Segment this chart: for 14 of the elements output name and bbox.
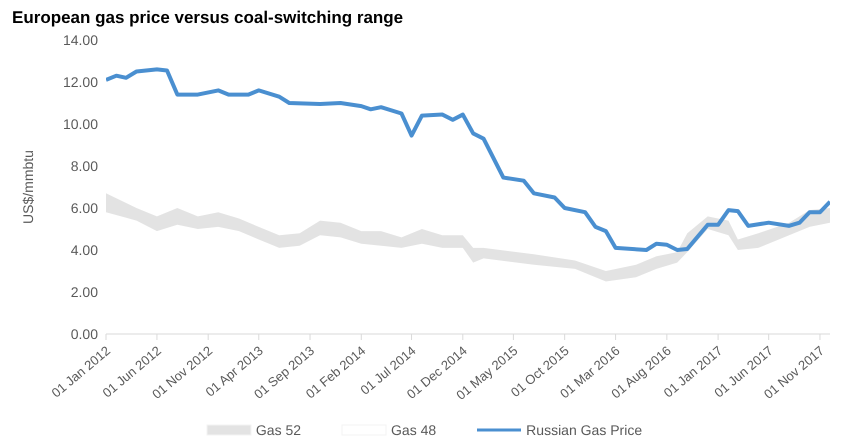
y-tick-label: 8.00 bbox=[70, 158, 98, 174]
y-tick-label: 0.00 bbox=[70, 326, 98, 342]
y-axis-title: US$/mmbtu bbox=[20, 150, 36, 224]
y-tick-label: 2.00 bbox=[70, 284, 98, 300]
y-tick-label: 6.00 bbox=[70, 200, 98, 216]
y-tick-label: 14.00 bbox=[62, 32, 98, 48]
line-series bbox=[106, 67, 830, 252]
legend-label: Gas 48 bbox=[391, 422, 436, 438]
chart-title: European gas price versus coal-switching range bbox=[12, 8, 404, 28]
y-tick-label: 10.00 bbox=[62, 116, 98, 132]
legend-label: Gas 52 bbox=[256, 422, 302, 438]
legend-label: Russian Gas Price bbox=[526, 422, 642, 438]
y-tick-label: 12.00 bbox=[62, 74, 98, 90]
y-tick-label: 4.00 bbox=[70, 242, 98, 258]
